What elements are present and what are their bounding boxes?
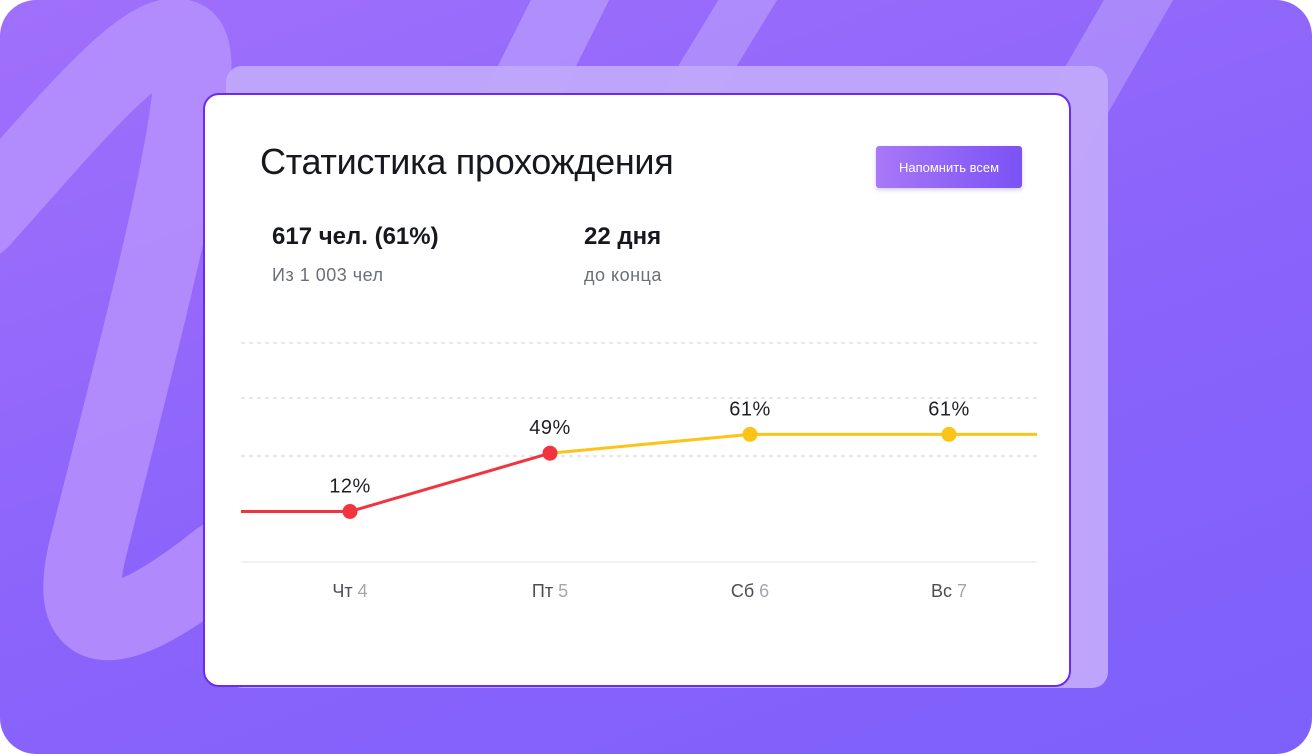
- x-tick-date: 7: [957, 581, 967, 601]
- data-label: 49%: [529, 417, 571, 439]
- data-label: 12%: [329, 476, 371, 498]
- x-tick-label: Пт 5: [532, 581, 568, 601]
- x-tick-date: 5: [558, 581, 568, 601]
- x-tick-date: 6: [759, 581, 769, 601]
- x-tick-date: 4: [358, 581, 368, 601]
- statistics-card: Статистика прохождения Напомнить всем 61…: [203, 93, 1071, 687]
- data-point: [542, 445, 558, 461]
- data-label: 61%: [729, 398, 771, 420]
- x-tick-day: Пт: [532, 581, 558, 601]
- series-line-segment: [349, 451, 551, 513]
- stat-days-value: 22 дня: [584, 223, 662, 250]
- remind-all-button[interactable]: Напомнить всем: [876, 146, 1022, 188]
- x-tick-label: Вс 7: [931, 581, 967, 601]
- x-tick-label: Сб 6: [731, 581, 769, 601]
- series-line-segment: [549, 432, 751, 455]
- stat-days-label: до конца: [584, 265, 662, 285]
- data-label: 61%: [928, 398, 970, 420]
- stat-days-left: 22 дня до конца: [584, 223, 662, 286]
- x-tick-day: Вс: [931, 581, 957, 601]
- stat-completed-value: 617 чел. (61%): [272, 223, 439, 250]
- x-tick-label: Чт 4: [332, 581, 367, 601]
- data-point: [742, 426, 758, 442]
- stat-completed: 617 чел. (61%) Из 1 003 чел: [272, 223, 439, 286]
- x-tick-day: Сб: [731, 581, 759, 601]
- stat-completed-label: Из 1 003 чел: [272, 265, 384, 285]
- data-point: [342, 504, 358, 519]
- completion-line-chart: 12% 49% 61% 61% Чт 4 Пт 5 Сб 6 Вс 7: [241, 342, 1037, 601]
- card-title: Статистика прохождения: [260, 141, 674, 182]
- x-tick-day: Чт: [332, 581, 357, 601]
- data-point: [941, 426, 957, 442]
